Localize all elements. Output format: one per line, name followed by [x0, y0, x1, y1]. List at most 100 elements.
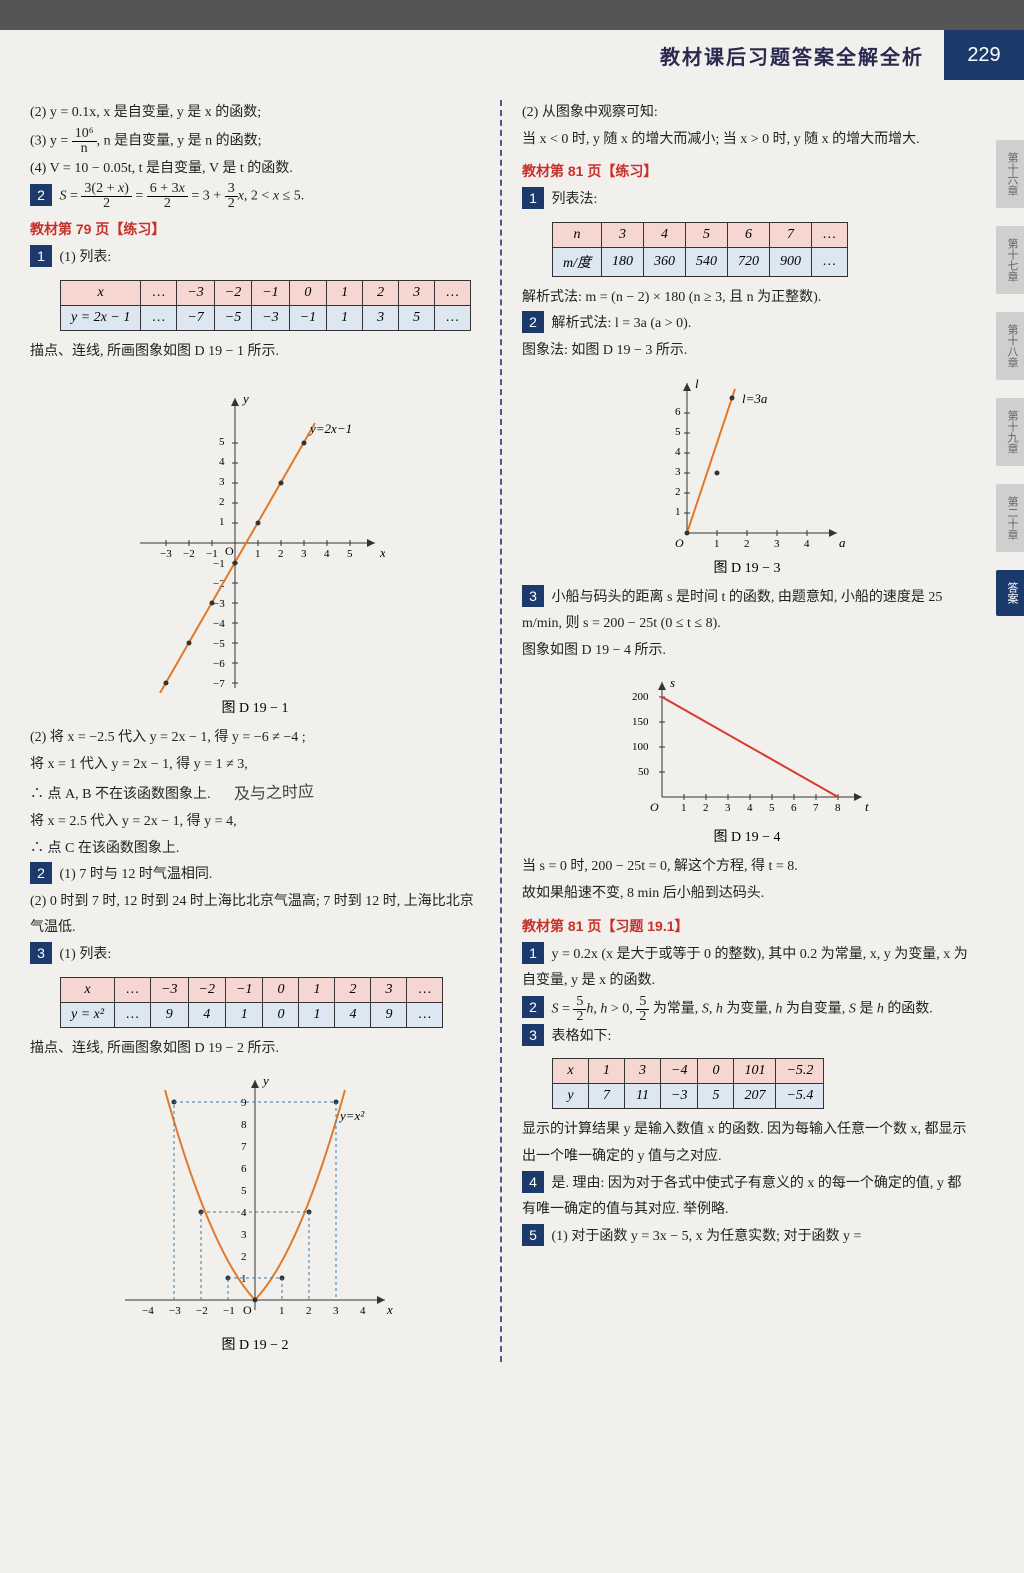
- page: 教材课后习题答案全解全析 229 第十六章 第十七章 第十八章 第十九章 第二十…: [0, 0, 1024, 1573]
- svg-text:−1: −1: [223, 1305, 235, 1317]
- section-title-81a: 教材第 81 页【练习】: [522, 161, 972, 181]
- svg-text:2: 2: [306, 1305, 312, 1317]
- text: 将 x = 1 代入 y = 2x − 1, 得 y = 1 ≠ 3,: [30, 752, 480, 779]
- svg-text:1: 1: [681, 802, 687, 814]
- text: 故如果船速不变, 8 min 后小船到达码头.: [522, 881, 972, 908]
- svg-text:3: 3: [774, 538, 780, 550]
- svg-text:6: 6: [241, 1163, 247, 1175]
- svg-text:−6: −6: [213, 658, 225, 670]
- text: 3 (1) 列表:: [30, 942, 480, 969]
- svg-text:1: 1: [219, 516, 225, 528]
- top-scan-bar: [0, 0, 1024, 30]
- svg-text:2: 2: [675, 486, 681, 498]
- svg-text:3: 3: [241, 1229, 247, 1241]
- qnum-2b: 2: [30, 862, 52, 884]
- qnum-rb5: 5: [522, 1224, 544, 1246]
- graph-l3a: O al 1234 123456 l=3a: [647, 373, 847, 553]
- text: (3) y = 10⁶n, n 是自变量, y 是 n 的函数;: [30, 127, 480, 156]
- svg-text:5: 5: [347, 548, 353, 560]
- svg-text:s: s: [670, 675, 675, 690]
- table-2: x…−3−2−10123… y = x²…9410149…: [60, 977, 443, 1028]
- svg-text:3: 3: [675, 466, 681, 478]
- text: 1 (1) 列表:: [30, 245, 480, 272]
- svg-text:4: 4: [241, 1207, 247, 1219]
- text: 3 表格如下:: [522, 1024, 972, 1051]
- svg-text:4: 4: [747, 802, 753, 814]
- svg-text:5: 5: [769, 802, 775, 814]
- tab-ch20: 第二十章: [996, 484, 1024, 552]
- svg-text:l: l: [695, 376, 699, 391]
- figure-1: xy O −3−2−1 12345 12345 −1−2−3−4−5−6−7: [30, 373, 480, 717]
- text: 2 解析式法: l = 3a (a > 0).: [522, 311, 972, 338]
- qnum-r2: 2: [522, 311, 544, 333]
- qnum-2: 2: [30, 184, 52, 206]
- qnum-3: 3: [30, 942, 52, 964]
- table-1: x…−3−2−10123… y = 2x − 1…−7−5−3−1135…: [60, 280, 471, 331]
- text: ∴ 点 C 在该函数图象上.: [30, 836, 480, 863]
- qnum-rb4: 4: [522, 1171, 544, 1193]
- fig4-caption: 图 D 19 − 4: [522, 826, 972, 846]
- svg-text:9: 9: [241, 1097, 247, 1109]
- graph-parabola: xy O −4−3−2−1 1234 123456789: [115, 1070, 395, 1330]
- svg-text:O: O: [650, 800, 659, 814]
- svg-text:O: O: [243, 1303, 252, 1317]
- svg-text:4: 4: [675, 446, 681, 458]
- tab-ch18: 第十八章: [996, 312, 1024, 380]
- content-area: (2) y = 0.1x, x 是自变量, y 是 x 的函数; (3) y =…: [0, 80, 1024, 1382]
- graph-linear: xy O −3−2−1 12345 12345 −1−2−3−4−5−6−7: [125, 373, 385, 693]
- qnum-r3: 3: [522, 585, 544, 607]
- svg-text:1: 1: [714, 538, 720, 550]
- figure-4: O ts 12345678 50100150200 图 D 19 − 4: [522, 672, 972, 846]
- qnum-rb1: 1: [522, 942, 544, 964]
- qnum-r1: 1: [522, 187, 544, 209]
- svg-text:3: 3: [219, 476, 225, 488]
- tab-ch19: 第十九章: [996, 398, 1024, 466]
- svg-text:7: 7: [813, 802, 819, 814]
- text: (2) 从图象中观察可知:: [522, 100, 972, 127]
- svg-text:1: 1: [675, 506, 681, 518]
- page-header: 教材课后习题答案全解全析 229: [0, 30, 1024, 80]
- svg-text:4: 4: [219, 456, 225, 468]
- svg-text:8: 8: [241, 1119, 247, 1131]
- tab-ch17: 第十七章: [996, 226, 1024, 294]
- svg-text:2: 2: [278, 548, 284, 560]
- svg-text:3: 3: [333, 1305, 339, 1317]
- svg-text:6: 6: [791, 802, 797, 814]
- text: 5 (1) 对于函数 y = 3x − 5, x 为任意实数; 对于函数 y =: [522, 1224, 972, 1251]
- svg-text:−4: −4: [142, 1305, 154, 1317]
- handwriting: 及与之时应: [233, 777, 314, 810]
- svg-text:4: 4: [324, 548, 330, 560]
- svg-text:5: 5: [219, 436, 225, 448]
- figure-2: xy O −4−3−2−1 1234 123456789: [30, 1070, 480, 1354]
- svg-text:3: 3: [301, 548, 307, 560]
- text: 图象法: 如图 D 19 − 3 所示.: [522, 338, 972, 365]
- text: ∴ 点 A, B 不在该函数图象上. 及与之时应: [30, 779, 480, 809]
- text: 1 y = 0.2x (x 是大于或等于 0 的整数), 其中 0.2 为常量,…: [522, 942, 972, 995]
- chapter-tabs: 第十六章 第十七章 第十八章 第十九章 第二十章 答案: [996, 140, 1024, 616]
- page-number: 229: [944, 30, 1024, 80]
- svg-text:x: x: [379, 545, 385, 560]
- svg-text:3: 3: [725, 802, 731, 814]
- svg-text:2: 2: [241, 1251, 247, 1263]
- text: 显示的计算结果 y 是输入数值 x 的函数. 因为每输入任意一个数 x, 都显示…: [522, 1117, 972, 1170]
- svg-text:y: y: [241, 391, 249, 406]
- header-title: 教材课后习题答案全解全析: [660, 41, 944, 70]
- svg-text:y=2x−1: y=2x−1: [308, 421, 352, 436]
- table-4: x13−40101−5.2 y711−35207−5.4: [552, 1058, 824, 1109]
- svg-text:5: 5: [675, 426, 681, 438]
- svg-text:150: 150: [632, 716, 649, 728]
- figure-3: O al 1234 123456 l=3a 图 D 19 − 3: [522, 373, 972, 577]
- section-title-81b: 教材第 81 页【习题 19.1】: [522, 916, 972, 936]
- svg-text:−2: −2: [183, 548, 195, 560]
- svg-text:50: 50: [638, 766, 650, 778]
- fig3-caption: 图 D 19 − 3: [522, 557, 972, 577]
- text: (2) 将 x = −2.5 代入 y = 2x − 1, 得 y = −6 ≠…: [30, 725, 480, 752]
- svg-text:5: 5: [241, 1185, 247, 1197]
- svg-text:7: 7: [241, 1141, 247, 1153]
- svg-text:1: 1: [279, 1305, 285, 1317]
- text: 描点、连线, 所画图象如图 D 19 − 1 所示.: [30, 339, 480, 366]
- svg-text:8: 8: [835, 802, 841, 814]
- svg-text:−1: −1: [213, 558, 225, 570]
- section-title-79: 教材第 79 页【练习】: [30, 219, 480, 239]
- text: 1 列表法:: [522, 187, 972, 214]
